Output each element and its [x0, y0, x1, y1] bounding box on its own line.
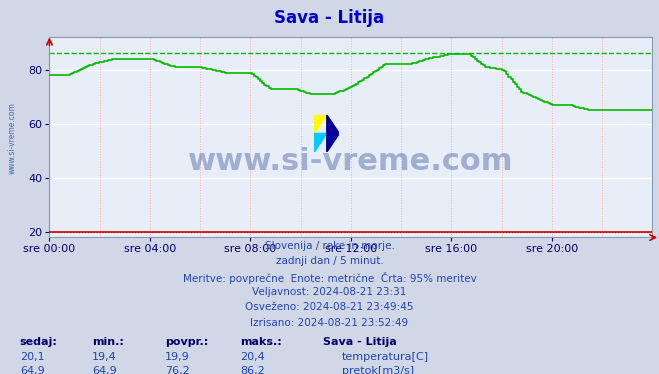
Text: Izrisano: 2024-08-21 23:52:49: Izrisano: 2024-08-21 23:52:49	[250, 318, 409, 328]
Polygon shape	[314, 115, 327, 134]
Text: Veljavnost: 2024-08-21 23:31: Veljavnost: 2024-08-21 23:31	[252, 287, 407, 297]
Text: 20,4: 20,4	[241, 352, 266, 362]
Text: 20,1: 20,1	[20, 352, 44, 362]
Text: 64,9: 64,9	[92, 366, 117, 374]
Text: maks.:: maks.:	[241, 337, 282, 347]
Text: temperatura[C]: temperatura[C]	[342, 352, 429, 362]
Text: www.si-vreme.com: www.si-vreme.com	[188, 147, 513, 176]
Polygon shape	[314, 134, 327, 152]
Text: povpr.:: povpr.:	[165, 337, 208, 347]
Text: pretok[m3/s]: pretok[m3/s]	[342, 366, 414, 374]
Text: min.:: min.:	[92, 337, 124, 347]
Text: sedaj:: sedaj:	[20, 337, 57, 347]
Polygon shape	[327, 115, 339, 152]
Text: 19,9: 19,9	[165, 352, 190, 362]
Text: 64,9: 64,9	[20, 366, 45, 374]
Text: Meritve: povprečne  Enote: metrične  Črta: 95% meritev: Meritve: povprečne Enote: metrične Črta:…	[183, 272, 476, 284]
Text: Slovenija / reke in morje.: Slovenija / reke in morje.	[264, 241, 395, 251]
Text: 19,4: 19,4	[92, 352, 117, 362]
Text: Sava - Litija: Sava - Litija	[323, 337, 397, 347]
Text: zadnji dan / 5 minut.: zadnji dan / 5 minut.	[275, 257, 384, 267]
Text: Sava - Litija: Sava - Litija	[274, 9, 385, 27]
Text: www.si-vreme.com: www.si-vreme.com	[8, 102, 17, 174]
Text: 86,2: 86,2	[241, 366, 266, 374]
Text: 76,2: 76,2	[165, 366, 190, 374]
Text: Osveženo: 2024-08-21 23:49:45: Osveženo: 2024-08-21 23:49:45	[245, 302, 414, 312]
